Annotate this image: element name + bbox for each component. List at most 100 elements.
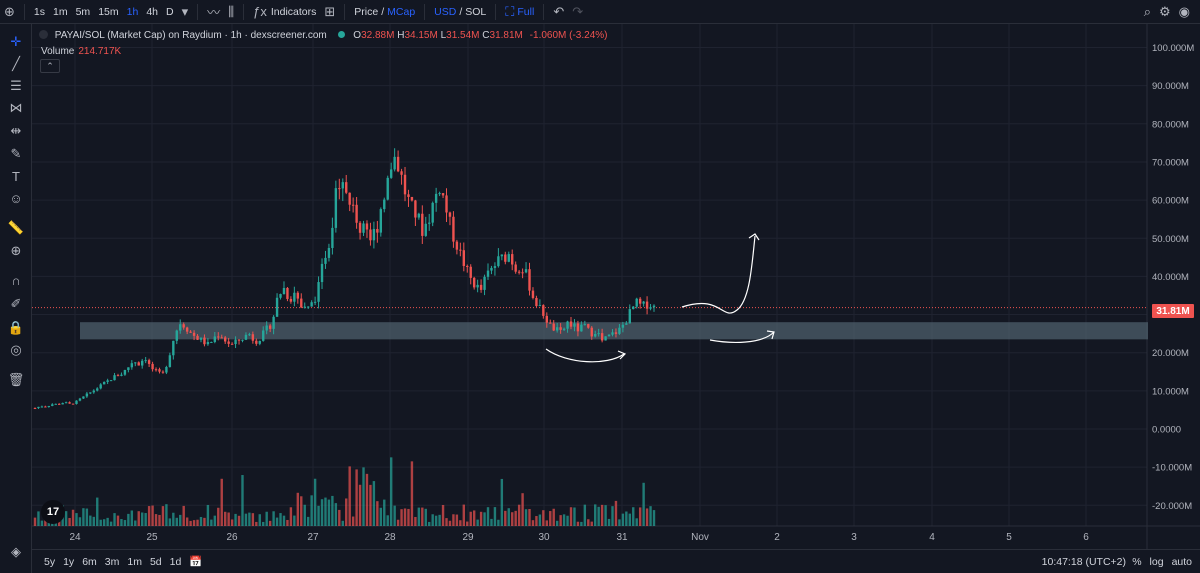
chevron-up-icon: ⌃ xyxy=(46,60,54,71)
volume-bar xyxy=(566,515,569,526)
interval-1s[interactable]: 1s xyxy=(33,5,45,18)
chart-canvas[interactable]: 100.000M90.000M80.000M70.000M60.000M50.0… xyxy=(32,24,1200,549)
measure-icon[interactable]: ⇹ xyxy=(10,123,22,138)
settings-icon[interactable]: ⚙ xyxy=(1159,3,1171,19)
candle-body xyxy=(75,400,78,404)
volume-bar xyxy=(161,506,165,526)
y-tick-label: 90.000M xyxy=(1152,81,1189,92)
indicators-button[interactable]: ƒx Indicators xyxy=(249,0,320,24)
volume-bar xyxy=(116,515,120,526)
crosshair-icon[interactable]: ✛ xyxy=(10,34,22,49)
interval-5m[interactable]: 5m xyxy=(75,5,91,18)
range-3m[interactable]: 3m xyxy=(104,555,120,568)
candle-body xyxy=(230,343,234,345)
candle-body xyxy=(137,362,140,366)
x-tick-label: 29 xyxy=(462,532,474,543)
add-symbol-icon[interactable]: ⊕ xyxy=(4,3,15,19)
percent-toggle[interactable]: % xyxy=(1132,555,1142,568)
ruler-icon[interactable]: 📏 xyxy=(7,220,25,235)
range-1m[interactable]: 1m xyxy=(127,555,142,568)
volume-bar xyxy=(528,508,531,526)
candle-body xyxy=(99,384,102,389)
candle-body xyxy=(348,192,351,205)
volume-bar xyxy=(345,498,348,526)
candle-body xyxy=(327,247,331,258)
price-label: Price xyxy=(354,5,379,18)
log-toggle[interactable]: log xyxy=(1149,555,1164,568)
chevron-down-icon[interactable]: ▾ xyxy=(181,3,189,19)
candle-body xyxy=(372,228,376,241)
volume-bar xyxy=(199,516,203,526)
tradingview-logo[interactable]: 17 xyxy=(41,500,65,524)
candle-body xyxy=(64,402,68,404)
range-1d[interactable]: 1d xyxy=(169,555,182,568)
volume-bar xyxy=(597,506,600,526)
collapse-legend-button[interactable]: ⌃ xyxy=(40,59,60,73)
interval-1m[interactable]: 1m xyxy=(53,5,68,18)
chart-type-icon[interactable]: 〰 xyxy=(207,5,221,20)
candle-body xyxy=(445,195,448,213)
trend-line-icon[interactable]: ╱ xyxy=(12,56,20,71)
candle-body xyxy=(493,266,497,268)
pattern-icon[interactable]: ⋈ xyxy=(9,100,23,115)
close-label: C xyxy=(482,30,490,41)
candle-body xyxy=(604,336,607,341)
zoom-icon[interactable]: ⊕ xyxy=(10,243,22,258)
volume-bar xyxy=(448,520,452,526)
candles-icon[interactable]: ⫼ xyxy=(228,3,235,19)
magnet-icon[interactable]: ∩ xyxy=(11,272,21,288)
bottom-bar: 5y 1y 6m 3m 1m 5d 1d 📅 10:47:18 (UTC+2) … xyxy=(32,549,1200,573)
emoji-icon[interactable]: ☺ xyxy=(9,190,23,206)
candle-body xyxy=(538,305,542,307)
text-icon[interactable]: T xyxy=(12,168,20,184)
grid xyxy=(32,24,1200,549)
interval-4h[interactable]: 4h xyxy=(146,5,158,18)
candle-body xyxy=(555,327,559,331)
range-5d[interactable]: 5d xyxy=(149,555,162,568)
volume-bar xyxy=(410,461,414,526)
volume-bar xyxy=(587,519,590,526)
interval-d[interactable]: D xyxy=(166,5,174,18)
trash-icon[interactable]: 🗑 xyxy=(7,372,25,387)
volume-bar xyxy=(351,516,355,526)
y-tick-label: 60.000M xyxy=(1152,196,1189,207)
usd-label: USD xyxy=(434,5,457,18)
interval-15m[interactable]: 15m xyxy=(98,5,119,18)
volume-bar xyxy=(268,520,272,526)
currency-toggle[interactable]: USD / SOL xyxy=(430,0,490,24)
candle-body xyxy=(182,324,185,328)
layers-icon[interactable]: ◈ xyxy=(11,544,21,559)
volume-bar xyxy=(645,508,649,526)
undo-icon[interactable]: ↶ xyxy=(553,3,565,19)
auto-toggle[interactable]: auto xyxy=(1171,555,1192,568)
brush-icon[interactable]: ✎ xyxy=(10,146,22,161)
full-button[interactable]: ⛶ Full xyxy=(501,0,538,24)
candle-body xyxy=(562,328,566,330)
snapshot-icon[interactable]: ◉ xyxy=(1178,3,1190,19)
candle-body xyxy=(203,337,206,345)
price-mcap-toggle[interactable]: Price / MCap xyxy=(350,0,419,24)
volume-bar xyxy=(652,510,656,526)
volume-bar xyxy=(151,505,154,526)
range-5y[interactable]: 5y xyxy=(44,555,56,568)
interval-1h[interactable]: 1h xyxy=(126,5,139,18)
volume-bar xyxy=(89,515,92,526)
lock-icon[interactable]: 🔒 xyxy=(7,320,25,335)
volume-bar xyxy=(462,504,466,526)
volume-bar xyxy=(490,518,493,526)
date-range-icon[interactable]: 📅 xyxy=(189,556,203,568)
time-axis[interactable]: 24 25 26 27 28 29 30 31 Nov 2 3 4 5 6 xyxy=(69,532,1089,543)
lock-drawing-icon[interactable]: ✐ xyxy=(10,296,22,311)
price-axis[interactable]: 100.000M 90.000M 80.000M 70.000M 60.000M 50.0… xyxy=(1152,43,1194,512)
y-tick-label: 10.000M xyxy=(1152,386,1189,397)
range-6m[interactable]: 6m xyxy=(82,555,97,568)
candle-body xyxy=(642,301,645,304)
quick-search-icon[interactable]: ⌕ xyxy=(1143,3,1151,19)
layout-grid-icon[interactable]: ⊞ xyxy=(324,3,336,19)
redo-icon[interactable]: ↷ xyxy=(572,3,584,19)
eye-icon[interactable]: ◎ xyxy=(10,342,22,357)
range-1y[interactable]: 1y xyxy=(63,555,75,568)
fib-icon[interactable]: ☰ xyxy=(10,78,22,93)
clock[interactable]: 10:47:18 (UTC+2) xyxy=(1041,555,1126,568)
volume-bar xyxy=(638,507,642,526)
